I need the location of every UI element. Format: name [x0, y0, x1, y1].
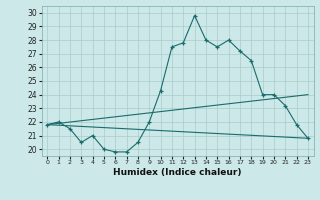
X-axis label: Humidex (Indice chaleur): Humidex (Indice chaleur) [113, 168, 242, 177]
